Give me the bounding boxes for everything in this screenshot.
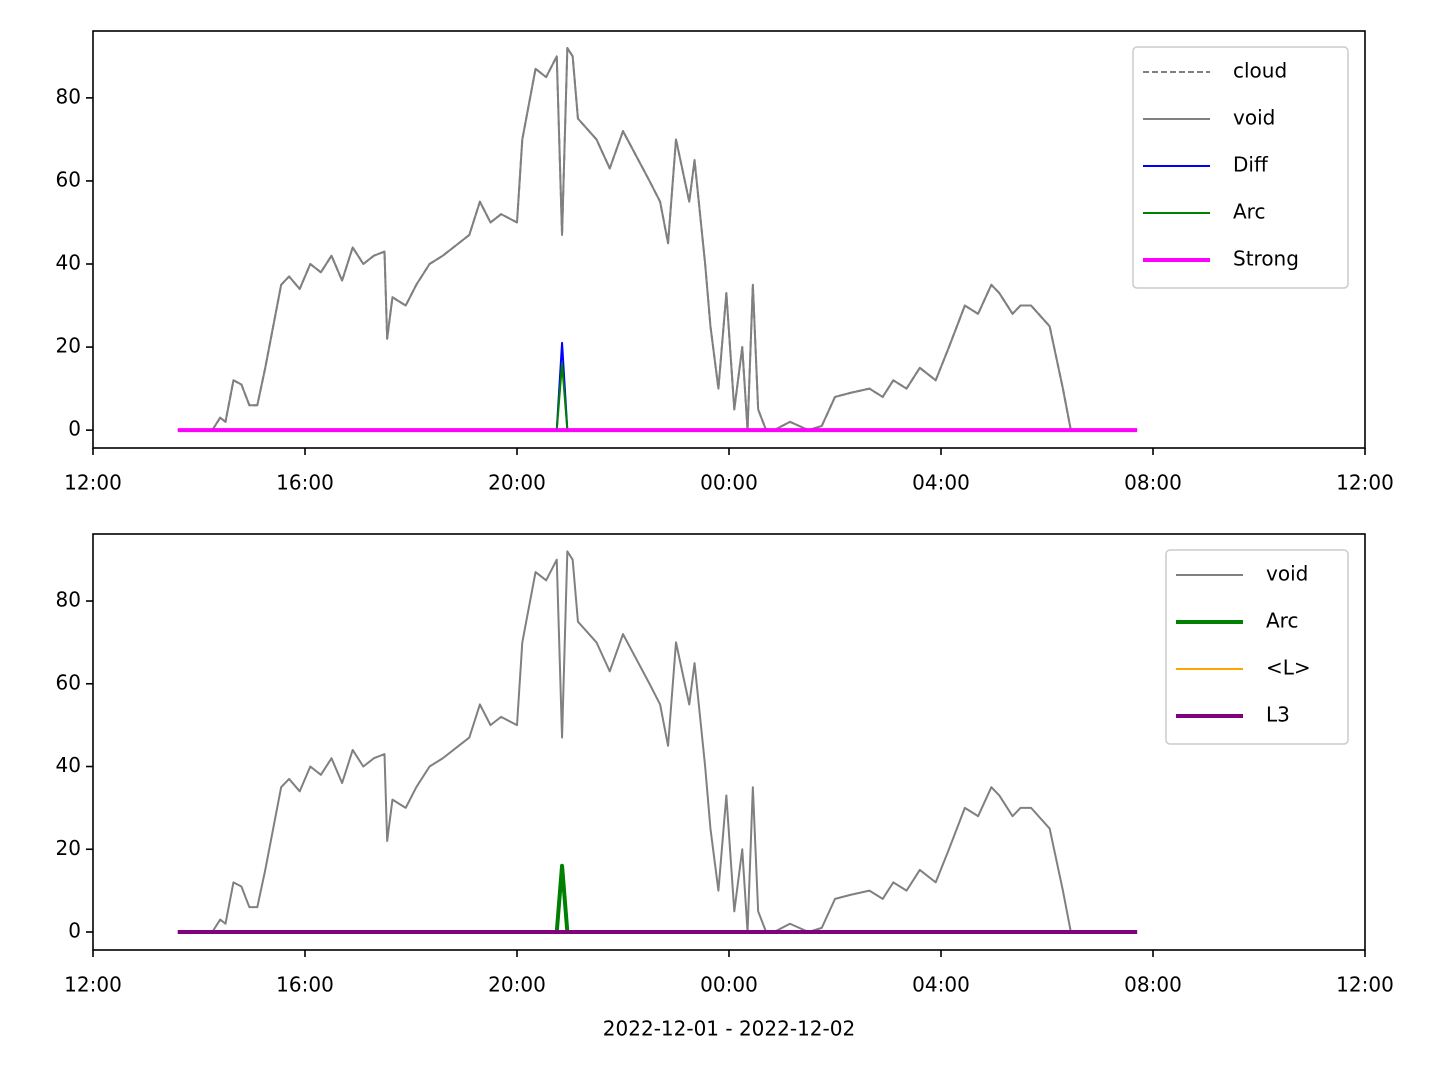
legend-label: void: [1266, 562, 1308, 586]
legend-label: Arc: [1266, 609, 1298, 633]
x-tick-label: 12:00: [1336, 471, 1394, 495]
y-tick-label: 0: [68, 417, 81, 441]
legend-label: L3: [1266, 703, 1290, 727]
x-tick-label: 20:00: [488, 973, 546, 997]
y-tick-label: 80: [56, 84, 81, 108]
legend-label: Diff: [1233, 153, 1269, 177]
series-line: [211, 550, 1072, 934]
legend-label: <L>: [1266, 656, 1311, 680]
x-tick-label: 12:00: [1336, 973, 1394, 997]
series-line: [177, 863, 1138, 935]
x-axis-label: 2022-12-01 - 2022-12-02: [603, 1017, 855, 1041]
y-tick-label: 20: [56, 836, 81, 860]
y-tick-label: 0: [68, 919, 81, 943]
x-tick-label: 12:00: [64, 973, 122, 997]
y-tick-label: 60: [56, 167, 81, 191]
plot-area: [177, 550, 1138, 935]
x-tick-label: 16:00: [276, 973, 334, 997]
x-tick-label: 00:00: [700, 471, 758, 495]
legend-label: Strong: [1233, 247, 1299, 271]
y-tick-label: 20: [56, 334, 81, 358]
legend-label: cloud: [1233, 59, 1287, 83]
series-line: [211, 47, 1072, 432]
series-line: [211, 47, 1072, 432]
y-tick-label: 40: [56, 251, 81, 275]
x-tick-label: 08:00: [1124, 471, 1182, 495]
series-line: [177, 341, 1138, 432]
legend-box: [1165, 549, 1349, 745]
legend-label: Arc: [1233, 200, 1265, 224]
x-tick-label: 00:00: [700, 973, 758, 997]
y-tick-label: 40: [56, 753, 81, 777]
series-line: [177, 362, 1138, 432]
plot-area: [177, 47, 1138, 433]
x-tick-label: 08:00: [1124, 973, 1182, 997]
legend-box: [1132, 46, 1349, 289]
x-tick-label: 04:00: [912, 973, 970, 997]
x-tick-label: 12:00: [64, 471, 122, 495]
y-tick-label: 60: [56, 670, 81, 694]
y-tick-label: 80: [56, 588, 81, 612]
x-tick-label: 20:00: [488, 471, 546, 495]
x-tick-label: 04:00: [912, 471, 970, 495]
legend-label: void: [1233, 106, 1275, 130]
x-tick-label: 16:00: [276, 471, 334, 495]
